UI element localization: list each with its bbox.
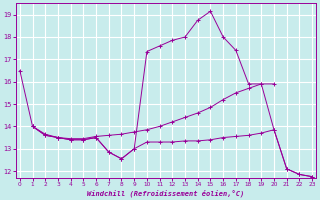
X-axis label: Windchill (Refroidissement éolien,°C): Windchill (Refroidissement éolien,°C) <box>87 189 244 197</box>
